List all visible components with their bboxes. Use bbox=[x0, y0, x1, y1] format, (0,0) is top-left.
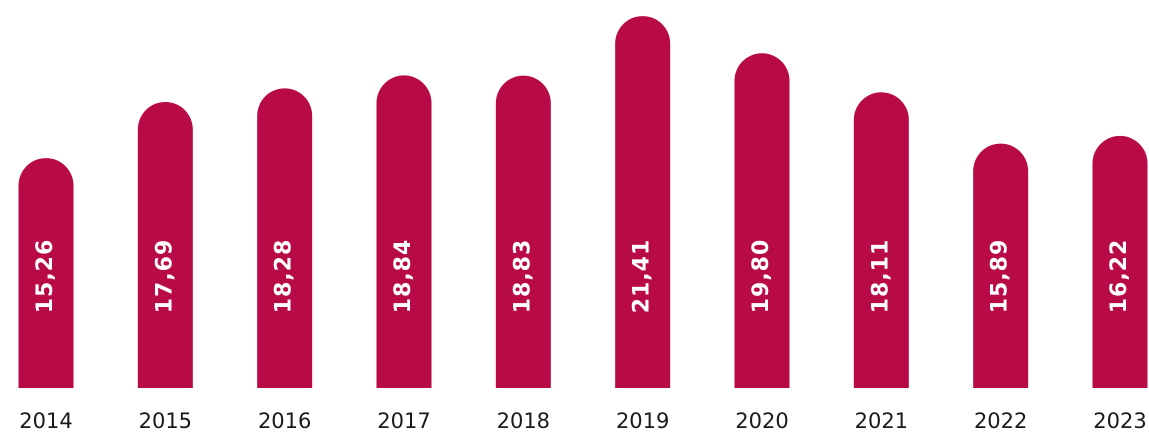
value-label: 18,11 bbox=[868, 239, 893, 314]
x-tick-label: 2018 bbox=[497, 409, 550, 433]
x-tick-label: 2020 bbox=[735, 409, 788, 433]
bar bbox=[257, 88, 313, 389]
bar bbox=[1092, 135, 1148, 388]
x-tick-label: 2016 bbox=[258, 409, 311, 433]
bar bbox=[137, 101, 193, 388]
bar bbox=[853, 92, 909, 388]
value-label: 15,89 bbox=[988, 239, 1013, 314]
bar bbox=[615, 16, 671, 388]
x-tick-label: 2022 bbox=[974, 409, 1027, 433]
bar bbox=[973, 143, 1029, 388]
value-label: 18,83 bbox=[510, 239, 535, 314]
x-tick-label: 2019 bbox=[616, 409, 669, 433]
bar bbox=[734, 53, 790, 388]
value-label: 18,84 bbox=[391, 239, 416, 314]
bar bbox=[18, 158, 74, 388]
value-label: 16,22 bbox=[1107, 239, 1132, 314]
x-tick-label: 2017 bbox=[377, 409, 430, 433]
value-label: 19,80 bbox=[749, 239, 774, 314]
x-tick-label: 2015 bbox=[139, 409, 192, 433]
bar bbox=[495, 75, 551, 388]
bar bbox=[376, 75, 432, 389]
x-tick-label: 2023 bbox=[1093, 409, 1146, 433]
value-label: 21,41 bbox=[630, 239, 655, 314]
value-label: 18,28 bbox=[272, 239, 297, 314]
x-tick-label: 2021 bbox=[855, 409, 908, 433]
x-tick-label: 2014 bbox=[19, 409, 72, 433]
value-label: 17,69 bbox=[152, 239, 177, 314]
value-label: 15,26 bbox=[33, 239, 58, 314]
